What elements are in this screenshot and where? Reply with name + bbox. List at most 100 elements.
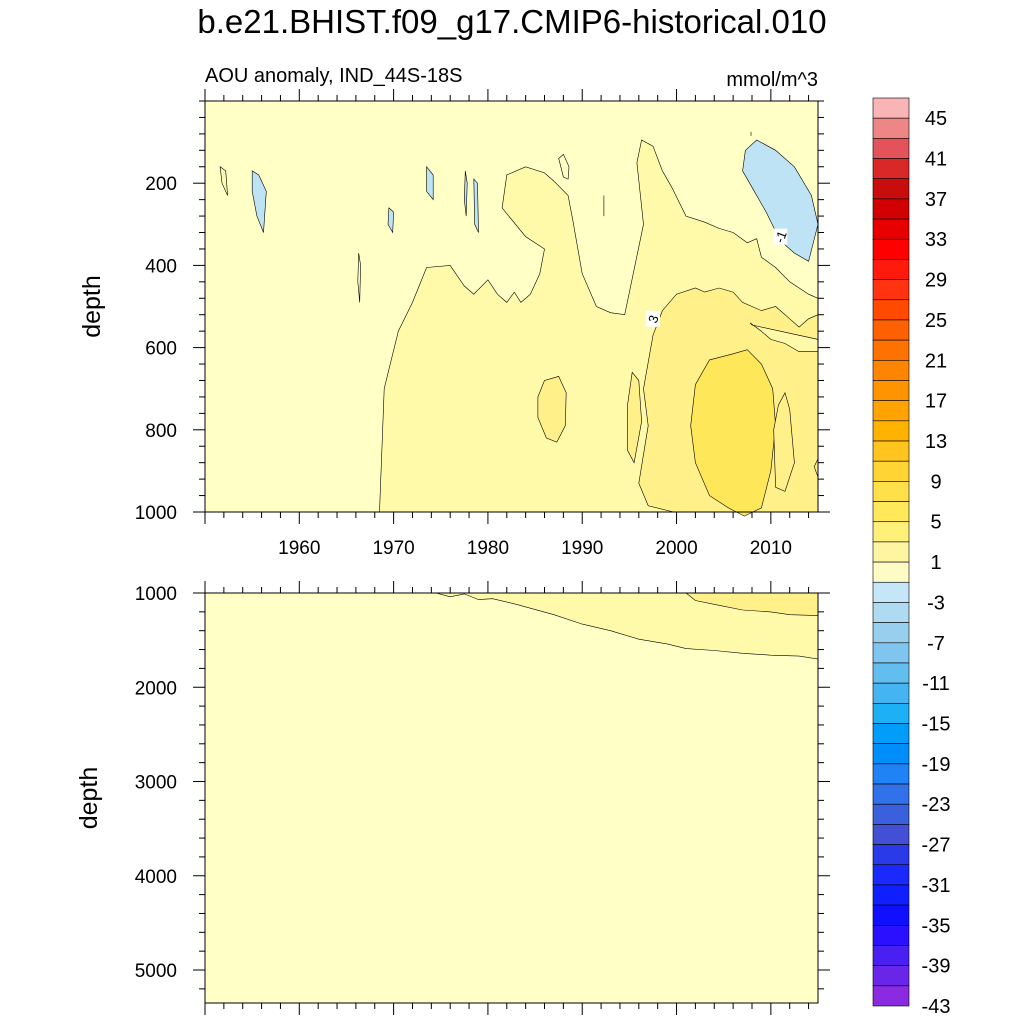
- colorbar-label: -3: [927, 592, 945, 614]
- colorbar-label: 9: [930, 471, 941, 493]
- x-tick-label: 2010: [750, 538, 792, 559]
- colorbar-box: [872, 985, 910, 1007]
- y-tick-label: 3000: [135, 773, 177, 794]
- x-tick-label: 1960: [278, 538, 320, 559]
- colorbar-box: [872, 460, 910, 482]
- chart-subtitle: AOU anomaly, IND_44S-18S: [205, 65, 463, 87]
- negative-anomaly-region: [387, 207, 394, 234]
- colorbar-box: [872, 238, 910, 260]
- colorbar-box: [872, 743, 910, 765]
- contour-fill-level-5-7: [690, 349, 776, 517]
- colorbar-box: [872, 561, 910, 583]
- x-tick-label: 1980: [467, 538, 509, 559]
- colorbar-box: [872, 117, 910, 139]
- contour-blob: [537, 376, 567, 443]
- colorbar-box: [872, 682, 910, 704]
- colorbar-label: 25: [925, 310, 947, 332]
- contour-line: [357, 253, 361, 303]
- y-tick-label: 600: [145, 339, 177, 360]
- colorbar-box: [872, 299, 910, 321]
- y-tick-label: 1000: [135, 584, 177, 605]
- colorbar-label: 29: [925, 270, 947, 292]
- upper-contour-fills: [205, 101, 819, 517]
- y-tick-label: 2000: [135, 678, 177, 699]
- colorbar-label: -27: [922, 835, 951, 857]
- lower-plot-frame: [204, 592, 819, 1004]
- colorbar-box: [872, 723, 910, 744]
- negative-anomaly-region: [251, 170, 267, 233]
- colorbar-label: -11: [922, 673, 949, 695]
- colorbar-box: [872, 481, 910, 502]
- colorbar-box: [872, 97, 910, 119]
- colorbar-label: 1: [930, 552, 941, 574]
- y-tick-label: 200: [145, 174, 177, 195]
- colorbar-box: [872, 420, 910, 442]
- colorbar-box: [872, 279, 910, 301]
- colorbar-box: [872, 824, 910, 845]
- colorbar-box: [872, 622, 910, 644]
- colorbar-box: [872, 642, 910, 664]
- colorbar-label: -31: [922, 875, 951, 897]
- colorbar-box: [872, 319, 910, 341]
- colorbar-box: [872, 703, 910, 724]
- lower-contour-fills: [205, 592, 819, 1003]
- colorbar-label: -15: [922, 714, 951, 736]
- colorbar-box: [872, 864, 910, 886]
- colorbar-boxes: [872, 97, 910, 1007]
- colorbar-box: [872, 198, 910, 220]
- lower-y-ticks: 1000 2000 3000 4000 5000: [135, 584, 830, 990]
- lower-x-ticks: [204, 581, 810, 1015]
- contour-label-text: -1: [772, 229, 790, 245]
- colorbar-box: [872, 763, 910, 785]
- colorbar-box: [872, 501, 910, 523]
- colorbar-box: [872, 380, 910, 401]
- colorbar-box: [872, 158, 910, 180]
- negative-anomaly-region: [473, 178, 479, 233]
- contour-label-text: 3: [645, 313, 662, 325]
- contour-blob: [558, 153, 570, 180]
- y-tick-label: 5000: [135, 961, 177, 982]
- colorbar-label: -19: [922, 754, 951, 776]
- colorbar-box: [872, 884, 910, 906]
- x-tick-label: 1990: [561, 538, 603, 559]
- colorbar-box: [872, 521, 910, 543]
- colorbar-box: [872, 138, 910, 159]
- contour-labels: 3 -1: [645, 228, 790, 327]
- colorbar-box: [872, 360, 910, 381]
- contour-blob: [627, 371, 642, 464]
- colorbar-box: [872, 339, 910, 361]
- colorbar-box: [872, 783, 910, 805]
- contour-fill-level-1-3: [436, 592, 819, 660]
- y-tick-label: 1000: [135, 503, 177, 524]
- colorbar-box: [872, 945, 910, 966]
- colorbar-label: 17: [925, 391, 947, 413]
- colorbar-box: [872, 803, 910, 825]
- colorbar-box: [872, 965, 910, 987]
- negative-anomaly-region: [742, 139, 819, 262]
- colorbar-box: [872, 904, 910, 926]
- colorbar-labels: 45 41 37 33 29 25 21 17 13 9 5 1 -3 -7 -11 -15 -19 -23 -27…: [922, 108, 951, 1018]
- x-tick-label: 2000: [655, 538, 697, 559]
- units-label: mmol/m^3: [726, 69, 818, 91]
- colorbar-box: [872, 218, 910, 240]
- colorbar-label: 37: [925, 189, 947, 211]
- contour-fill-level-3-right: [749, 322, 819, 352]
- colorbar-box: [872, 259, 910, 280]
- upper-panel: 1960 1970 1980 1990 2000 2010 200 400 600 800 100…: [78, 89, 830, 559]
- colorbar-box: [872, 440, 910, 462]
- colorbar-label: -35: [922, 915, 951, 937]
- colorbar-box: [872, 581, 910, 603]
- chart-title: b.e21.BHIST.f09_g17.CMIP6-historical.010: [197, 3, 826, 40]
- colorbar-label: 33: [925, 229, 947, 251]
- upper-plot-frame: [204, 100, 819, 513]
- colorbar-label: -39: [922, 956, 951, 978]
- colorbar-label: -23: [922, 794, 951, 816]
- x-tick-label: 1970: [372, 538, 414, 559]
- colorbar: 45 41 37 33 29 25 21 17 13 9 5 1 -3 -7 -11 -15 -19 -23 -27…: [872, 97, 951, 1018]
- colorbar-label: -7: [927, 633, 945, 655]
- lower-background-fill: [205, 593, 818, 1003]
- contour-label: 3: [645, 310, 662, 327]
- colorbar-label: 21: [925, 350, 947, 372]
- colorbar-box: [872, 602, 910, 623]
